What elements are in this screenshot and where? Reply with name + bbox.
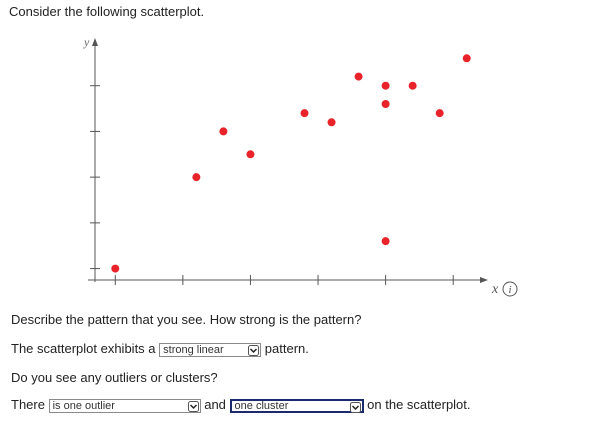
- answer-line: The scatterplot exhibits a strong linear…: [11, 341, 309, 357]
- scatterplot: y x i: [83, 35, 518, 297]
- x-arrow: [480, 277, 488, 283]
- point: [246, 150, 255, 159]
- point: [462, 54, 471, 63]
- point: [381, 81, 390, 90]
- point: [219, 127, 228, 136]
- y-label: y: [83, 35, 90, 49]
- point: [111, 264, 120, 273]
- dropdown-value[interactable]: strong linear: [163, 343, 224, 356]
- chevron[interactable]: [248, 344, 260, 356]
- text: The scatterplot exhibits a: [11, 341, 156, 356]
- info-icon[interactable]: [502, 281, 518, 297]
- chevron[interactable]: [349, 401, 361, 413]
- prompt: Describe the pattern that you see. How s…: [11, 312, 362, 327]
- point: [408, 81, 417, 90]
- answer-line: There is one outlier and one cluster on …: [11, 397, 471, 413]
- text: and: [204, 397, 226, 412]
- point: [300, 109, 309, 118]
- dropdown[interactable]: strong linear: [159, 342, 262, 357]
- point: [354, 72, 363, 81]
- point: [327, 118, 336, 127]
- y-arrow: [92, 38, 98, 46]
- dropdown[interactable]: is one outlier: [48, 398, 201, 413]
- point: [381, 237, 390, 246]
- point: [381, 100, 390, 108]
- info-icon-text[interactable]: i: [508, 284, 511, 296]
- point: [435, 109, 444, 118]
- chevron[interactable]: [187, 400, 199, 412]
- prompt: Do you see any outliers or clusters?: [11, 370, 218, 385]
- point: [192, 173, 201, 182]
- x-label: x: [491, 282, 499, 297]
- text: pattern.: [264, 341, 309, 356]
- dropdown-value[interactable]: one cluster: [234, 399, 289, 412]
- text: on the scatterplot.: [367, 397, 471, 412]
- text: There: [11, 397, 45, 412]
- dropdown[interactable]: one cluster: [229, 398, 364, 413]
- question: Consider the following scatterplot.: [9, 4, 205, 19]
- dropdown-value[interactable]: is one outlier: [52, 399, 115, 412]
